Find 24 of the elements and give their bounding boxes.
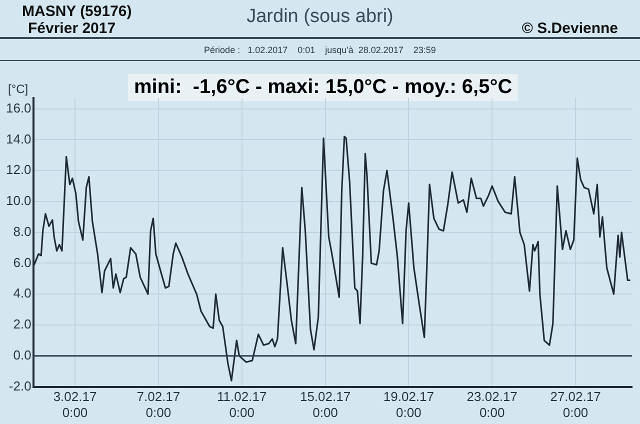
x-tick-label: 3.02.17 0:00 xyxy=(53,389,97,420)
y-tick-label: 10.0 xyxy=(6,193,32,208)
y-tick-label: 2.0 xyxy=(13,316,32,332)
y-tick-label: 12.0 xyxy=(6,162,32,178)
x-tick-label: 27.02.17 0:00 xyxy=(550,389,601,420)
text: Février 2017 xyxy=(28,20,116,37)
x-tick-label: 11.02.17 0:00 xyxy=(217,389,267,420)
x-tick-label: 19.02.17 0:00 xyxy=(383,389,434,420)
x-tick-label: 15.02.17 0:00 xyxy=(300,389,351,420)
x-tick-label: 7.02.17 0:00 xyxy=(136,389,180,420)
annotation: mini: -1,6°C - maxi: 15,0°C - moy.: 6,5°C xyxy=(128,74,518,101)
y-tick-label: 4.0 xyxy=(13,286,32,301)
y-tick-label: 14.0 xyxy=(6,131,32,146)
text: © S.Devienne xyxy=(522,20,618,37)
y-tick-label: -2.0 xyxy=(8,378,32,394)
chart-subtitle: Période : 1.02.2017 0:01 jusqu'à 28.02.2017 23:59 xyxy=(203,45,437,55)
y-axis-title: [°C] xyxy=(8,82,28,96)
chart-title: Jardin (sous abri) xyxy=(246,6,394,27)
text: MASNY (59176) xyxy=(22,3,132,20)
y-tick-label: 6.0 xyxy=(13,254,32,270)
y-tick-label: 8.0 xyxy=(13,224,32,239)
y-tick-label: 0.0 xyxy=(13,347,32,362)
y-tick-label: 16.0 xyxy=(6,100,32,116)
x-tick-label: 23.02.17 0:00 xyxy=(466,389,518,420)
